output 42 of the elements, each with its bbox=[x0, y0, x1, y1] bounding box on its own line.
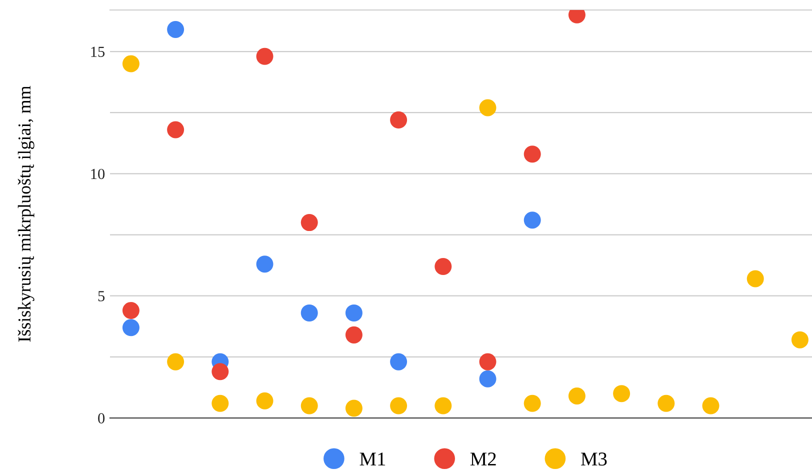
point bbox=[390, 397, 408, 414]
point bbox=[167, 353, 184, 370]
point bbox=[122, 319, 140, 336]
point bbox=[791, 331, 808, 348]
point bbox=[345, 400, 362, 417]
point bbox=[434, 258, 452, 276]
point bbox=[390, 111, 408, 128]
point bbox=[256, 256, 274, 273]
point bbox=[122, 302, 140, 320]
point bbox=[613, 385, 630, 402]
point bbox=[524, 212, 541, 229]
point bbox=[524, 146, 541, 163]
point bbox=[167, 121, 184, 138]
legend-label: M3 bbox=[581, 452, 607, 466]
y-axis-title: Išsiskyrusių mikrpluoštų ilgiai, mm bbox=[18, 86, 34, 342]
y-tick-label: 10 bbox=[91, 168, 105, 180]
point bbox=[167, 21, 184, 38]
point bbox=[345, 304, 362, 322]
point bbox=[658, 394, 675, 412]
point bbox=[479, 353, 496, 370]
point bbox=[256, 48, 274, 65]
point bbox=[256, 392, 274, 410]
point bbox=[479, 99, 496, 116]
legend-label: M1 bbox=[360, 452, 386, 466]
point bbox=[345, 326, 362, 344]
point bbox=[746, 270, 764, 288]
point bbox=[300, 397, 318, 414]
point bbox=[702, 397, 720, 414]
point bbox=[122, 55, 140, 72]
point bbox=[568, 388, 586, 405]
y-tick-label: 5 bbox=[98, 291, 105, 302]
point bbox=[300, 214, 318, 232]
point bbox=[434, 397, 452, 414]
y-tick-label: 15 bbox=[91, 46, 105, 57]
point bbox=[524, 394, 541, 412]
point bbox=[479, 370, 496, 388]
legend-label: M2 bbox=[470, 452, 496, 466]
y-tick-label: 0 bbox=[98, 413, 105, 424]
point bbox=[300, 304, 318, 322]
point bbox=[212, 363, 229, 380]
point bbox=[390, 353, 408, 370]
point bbox=[212, 394, 229, 412]
